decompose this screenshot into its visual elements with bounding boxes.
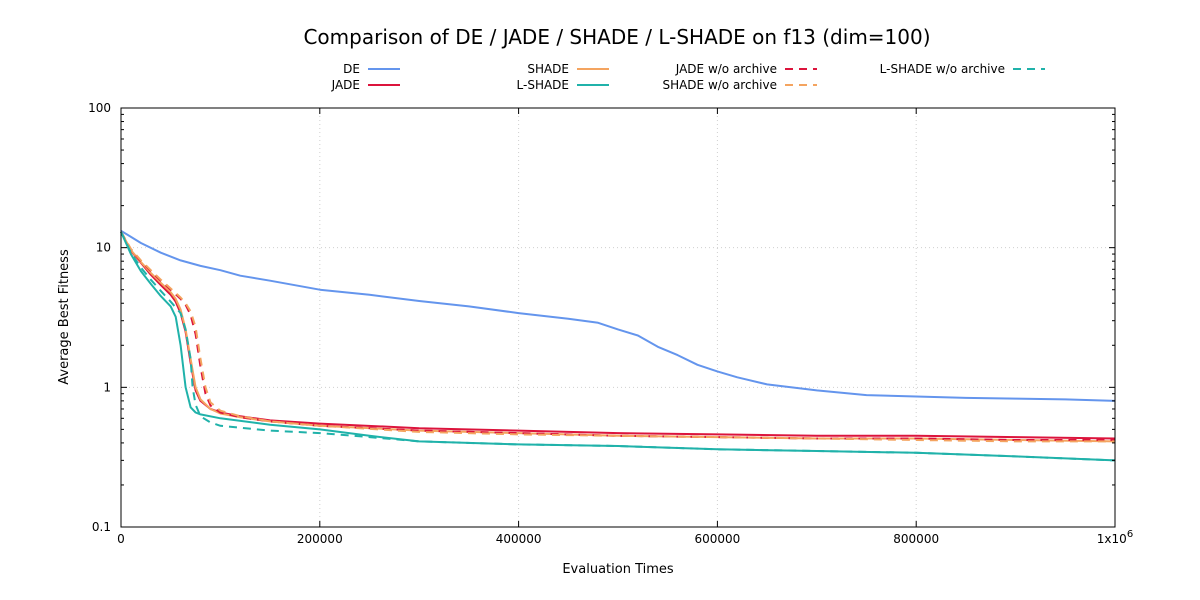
series-line-jade [120, 231, 1116, 440]
x-tick-label: 400000 [496, 532, 542, 546]
grid [121, 108, 1115, 527]
series-line-de [120, 229, 1116, 402]
legend-label: DE [343, 62, 360, 76]
series-line-jade-w-o-archive [120, 231, 1115, 441]
series-line-l-shade [120, 231, 1116, 462]
series-line-shade-w-o-archive [120, 231, 1115, 443]
x-tick-label: 0 [117, 532, 125, 546]
y-tick-label: 0.1 [92, 520, 111, 534]
legend-label: JADE w/o archive [675, 62, 777, 76]
legend: DE JADE SHADE L-SHADE JADE w/o archive SHADE … [331, 62, 1045, 92]
legend-label: L-SHADE w/o archive [880, 62, 1005, 76]
plot-frame [120, 107, 1116, 528]
y-tick-label: 10 [96, 241, 111, 255]
legend-label: SHADE [527, 62, 569, 76]
x-axis-label: Evaluation Times [562, 562, 674, 577]
axis-ticks: 0 200000 400000 600000 800000 1x106 0.1 1 10 100 [88, 101, 1133, 546]
y-tick-label: 100 [88, 101, 111, 115]
legend-label: L-SHADE [517, 78, 569, 92]
plot-area [120, 229, 1116, 462]
chart-title: Comparison of DE / JADE / SHADE / L-SHAD… [303, 25, 930, 49]
x-tick-label: 200000 [297, 532, 343, 546]
y-tick-label: 1 [103, 380, 111, 394]
x-tick-label: 600000 [694, 532, 740, 546]
x-tick-label: 800000 [893, 532, 939, 546]
y-axis-label: Average Best Fitness [57, 249, 72, 385]
x-tick-label-max: 1x106 [1097, 529, 1133, 546]
legend-label: SHADE w/o archive [662, 78, 777, 92]
series-line-shade [120, 231, 1116, 443]
series-line-l-shade-w-o-archive [120, 231, 1116, 462]
legend-label: JADE [331, 78, 360, 92]
